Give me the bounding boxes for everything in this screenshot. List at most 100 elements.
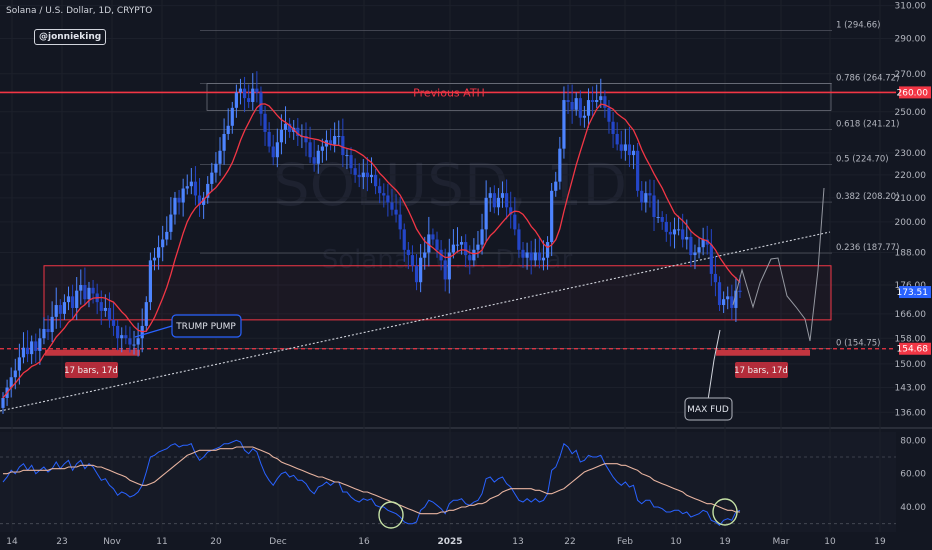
x-tick-label-2: Nov [103,537,121,547]
support-zone [43,265,832,321]
candle-body-116 [476,244,480,250]
bars-label-right-bg [735,362,788,378]
candle-body-139 [570,101,574,110]
candle-body-76 [312,157,316,164]
candle-body-126 [517,229,521,250]
x-tick-label-4: 20 [210,537,222,547]
candle-body-100 [410,255,415,266]
candle-body-41 [169,214,173,232]
candle-body-13 [54,305,58,317]
candle-body-119 [488,193,492,198]
y-tick-label-3: 158.00 [895,334,927,344]
candle-body-136 [558,148,562,182]
candle-body-87 [357,174,361,178]
candle-body-82 [337,136,341,138]
candle-body-163 [668,231,672,235]
candle-body-12 [50,316,54,333]
y-tick-label-7: 200.00 [895,218,927,228]
candle-body-134 [550,190,554,243]
candle-body-68 [279,129,284,143]
candle-body-15 [62,302,67,314]
y-tick-label-0: 136.00 [895,408,927,418]
candle-body-140 [574,98,578,110]
x-tick-label-5: Dec [269,537,286,547]
candle-body-83 [341,136,345,156]
candle-body-93 [382,193,386,196]
candle-body-158 [648,193,652,196]
candle-body-77 [316,150,320,164]
candle-body-19 [79,285,83,291]
candle-body-36 [148,260,152,303]
candle-body-86 [353,168,357,175]
trump-pump-pointer [134,325,173,338]
candle-body-78 [320,146,324,151]
fib-label-6: 0 (154.75) [836,339,880,349]
candle-body-30 [124,335,128,339]
y-tick-label-12: 270.00 [895,70,927,80]
candle-body-138 [566,100,570,102]
candle-body-155 [636,150,640,191]
candle-body-179 [734,290,738,308]
candle-body-60 [247,98,251,102]
candle-body-160 [656,216,660,218]
candle-body-174 [713,273,718,283]
candle-body-44 [181,188,185,203]
candle-body-98 [402,229,406,250]
candle-body-74 [304,136,308,143]
candle-body-148 [607,107,611,122]
candle-body-106 [435,239,439,250]
y-tick-label-8: 210.00 [895,194,927,204]
rsi-series-1 [3,446,740,515]
candle-body-122 [500,193,505,198]
candle-body-50 [206,183,210,198]
candles [1,71,742,414]
candle-body-164 [672,229,677,235]
candle-body-130 [533,252,537,261]
y-tick-label-10: 230.00 [895,149,927,159]
candle-body-94 [386,195,390,203]
price-label-current-bg [899,286,931,299]
y-tick-label-13: 290.00 [895,35,927,45]
candle-body-110 [451,244,455,253]
candle-body-142 [582,115,587,118]
candle-body-62 [255,88,259,93]
range-bar-left [45,349,140,356]
x-tick-label-12: 19 [719,537,731,547]
candle-body-33 [136,338,140,345]
candle-body-5 [21,347,26,358]
bars-label-right: 17 bars, 17d [734,366,788,376]
price-label-current: 173.51 [897,288,929,298]
candle-body-7 [30,341,34,355]
candle-body-3 [13,370,17,378]
x-tick-label-0: 14 [6,537,18,547]
candle-body-49 [202,197,206,205]
previous-ath-label: Previous ATH [413,86,485,99]
candle-body-61 [251,88,255,102]
candle-body-137 [562,100,566,149]
candle-body-99 [406,249,410,256]
trump-pump-label: TRUMP PUMP [175,322,236,332]
candle-body-53 [218,150,222,164]
candle-body-18 [75,290,79,308]
candle-body-149 [611,121,615,134]
candle-body-129 [529,252,533,261]
candle-body-56 [230,107,234,126]
candle-body-141 [578,98,582,118]
candle-body-65 [267,131,271,147]
candle-body-168 [689,236,693,256]
candle-body-154 [631,150,636,156]
candle-body-117 [480,229,484,245]
candle-body-4 [17,357,21,371]
x-tick-label-11: 10 [670,537,682,547]
candle-body-111 [455,244,460,246]
x-tick-label-1: 23 [56,537,67,547]
x-tick-label-3: 11 [156,537,167,547]
candle-body-85 [349,155,353,169]
candle-body-58 [238,88,243,93]
price-label-support-bg [899,342,931,355]
candle-body-180 [738,290,742,293]
candle-body-51 [210,172,214,184]
candle-body-101 [414,265,419,283]
range-bar-right [716,349,810,356]
